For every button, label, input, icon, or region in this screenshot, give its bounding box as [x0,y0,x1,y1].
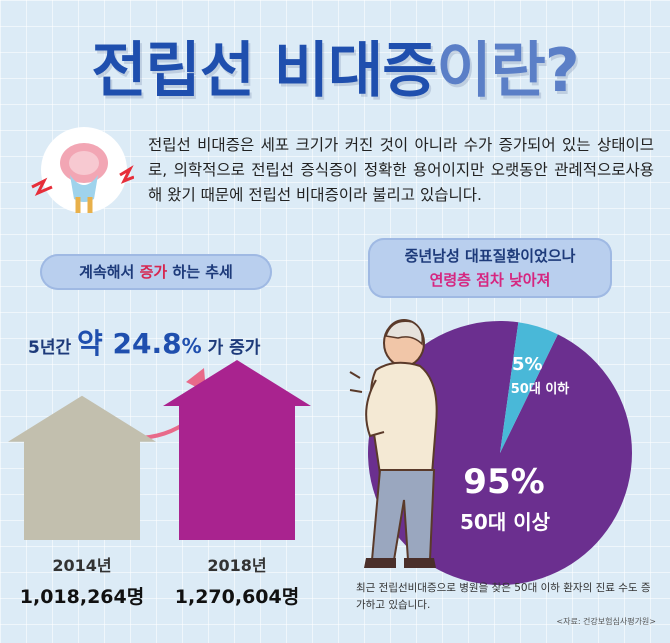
trend-pill: 계속해서 증가 하는 추세 [40,254,272,290]
pie-label-under-50: 50대 이하 [510,382,570,397]
elderly-man-illustration [349,319,438,568]
pie-label-50-plus: 50대 이상 [460,510,550,534]
title-accent: 이란? [436,36,579,106]
title-main: 전립선 비대증 [91,36,437,106]
count-label-2018: 1,270,604명 [174,586,300,608]
trend-pill-prefix: 계속해서 [79,263,140,281]
growth-about: 약 [77,327,113,360]
growth-prefix: 5년간 [28,338,78,358]
pie-slice-under-50 [500,322,558,453]
intro-text: 전립선 비대증은 세포 크기가 커진 것이 아니라 수가 증가되어 있는 상태이… [148,136,654,204]
prostate-pain-icon [31,127,134,213]
year-label-2014: 2014년 [52,556,112,575]
bar-2018 [163,360,311,540]
age-pill-line1: 중년남성 대표질환이었으나 [404,247,576,265]
age-footnote: 최근 전립선비대증으로 병원을 찾은 50대 이하 환자의 진료 수도 증가하고… [356,582,651,611]
growth-stat: 5년간 약 24.8% 가 증가 [28,322,298,362]
growth-value: 24.8 [112,327,182,360]
pie-label-under-50-percent: 5% [512,354,543,375]
trend-pill-highlight: 증가 [139,263,168,281]
page-title: 전립선 비대증이란? [0,22,670,109]
year-label-2018: 2018년 [207,556,267,575]
growth-pct: % [181,334,202,358]
count-label-2014: 1,018,264명 [19,586,145,608]
pie-label-50-plus-percent: 95% [463,462,545,502]
age-pill-line2: 연령층 점차 낮아져 [429,271,551,289]
source-note: <자료: 건강보험심사평가원> [556,617,656,626]
age-pill: 중년남성 대표질환이었으나 연령층 점차 낮아져 [368,238,612,298]
growth-suffix: 가 증가 [201,338,261,358]
bar-2014 [8,395,156,540]
trend-pill-suffix: 하는 추세 [167,263,233,281]
